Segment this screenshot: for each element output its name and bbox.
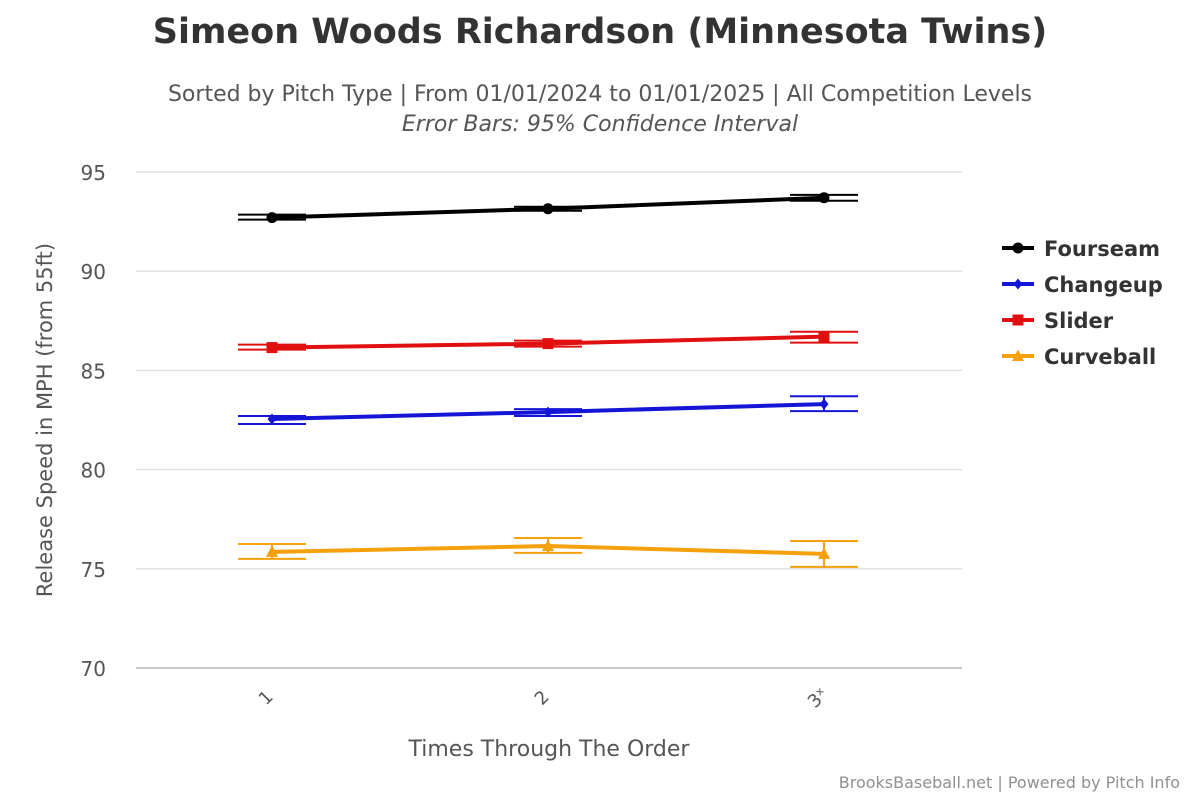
chart-error-bar-note: Error Bars: 95% Confidence Interval — [401, 112, 799, 137]
legend-item-fourseam: Fourseam — [1002, 237, 1160, 261]
data-point — [542, 203, 554, 215]
x-tick-label: 2 — [531, 687, 554, 710]
legend-marker — [1012, 314, 1024, 326]
data-point — [819, 398, 829, 410]
chart-subtitle: Sorted by Pitch Type | From 01/01/2024 t… — [167, 82, 1033, 107]
data-point — [266, 212, 278, 224]
y-tick-label-70: 70 — [81, 657, 106, 681]
y-tick-label-75: 75 — [81, 558, 106, 582]
legend-label: Changeup — [1044, 273, 1163, 297]
data-point — [267, 413, 277, 425]
x-tick-label: 1 — [255, 687, 278, 710]
y-tick-label-85: 85 — [81, 359, 106, 383]
legend-marker — [1013, 278, 1023, 290]
legend: Fourseam Changeup Slider Curveball — [1002, 237, 1163, 369]
series-changeup — [238, 395, 858, 425]
series-group — [238, 192, 858, 568]
series-fourseam — [238, 192, 858, 224]
data-point — [542, 338, 554, 350]
y-tick-label-95: 95 — [81, 161, 106, 185]
x-axis-ticks: 1 2 3ˣ — [255, 684, 833, 713]
y-axis-ticks: 70 75 80 85 90 95 — [81, 161, 106, 681]
legend-label: Curveball — [1044, 345, 1156, 369]
data-point — [266, 342, 278, 354]
gridlines — [136, 171, 962, 669]
data-point — [818, 192, 830, 204]
data-point — [818, 331, 830, 343]
x-axis-label: Times Through The Order — [408, 737, 691, 762]
legend-item-changeup: Changeup — [1002, 273, 1163, 297]
data-point — [542, 539, 554, 551]
data-point — [543, 406, 553, 418]
y-axis-label: Release Speed in MPH (from 55ft) — [33, 243, 57, 597]
legend-marker — [1012, 349, 1024, 361]
legend-marker — [1012, 242, 1024, 254]
chart-title: Simeon Woods Richardson (Minnesota Twins… — [152, 12, 1048, 52]
credit-text: BrooksBaseball.net | Powered by Pitch In… — [838, 773, 1180, 792]
legend-item-curveball: Curveball — [1002, 345, 1156, 369]
data-point — [818, 547, 830, 559]
series-curveball — [238, 537, 858, 568]
legend-label: Slider — [1044, 309, 1114, 333]
legend-label: Fourseam — [1044, 237, 1160, 261]
legend-item-slider: Slider — [1002, 309, 1114, 333]
y-tick-label-80: 80 — [81, 459, 106, 483]
x-tick-label: 3ˣ — [804, 684, 833, 713]
y-tick-label-90: 90 — [81, 260, 106, 284]
series-slider — [238, 330, 858, 354]
data-point — [266, 545, 278, 557]
